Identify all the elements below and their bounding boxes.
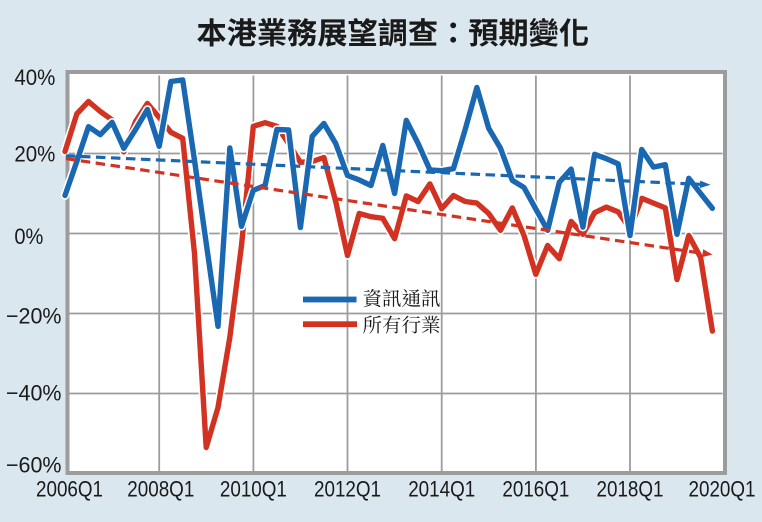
svg-text:2012Q1: 2012Q1 [314,477,381,502]
svg-text:−60%: −60% [6,452,62,477]
svg-text:2010Q1: 2010Q1 [220,477,287,502]
svg-text:−40%: −40% [6,381,62,406]
svg-text:2020Q1: 2020Q1 [689,477,756,502]
svg-text:2014Q1: 2014Q1 [408,477,475,502]
svg-text:−20%: −20% [6,304,62,329]
svg-text:2016Q1: 2016Q1 [502,477,569,502]
svg-text:0%: 0% [14,224,43,249]
svg-text:20%: 20% [14,141,55,166]
svg-text:2018Q1: 2018Q1 [597,477,664,502]
svg-text:2006Q1: 2006Q1 [36,477,103,502]
svg-text:2008Q1: 2008Q1 [127,477,194,502]
svg-text:40%: 40% [14,65,55,90]
